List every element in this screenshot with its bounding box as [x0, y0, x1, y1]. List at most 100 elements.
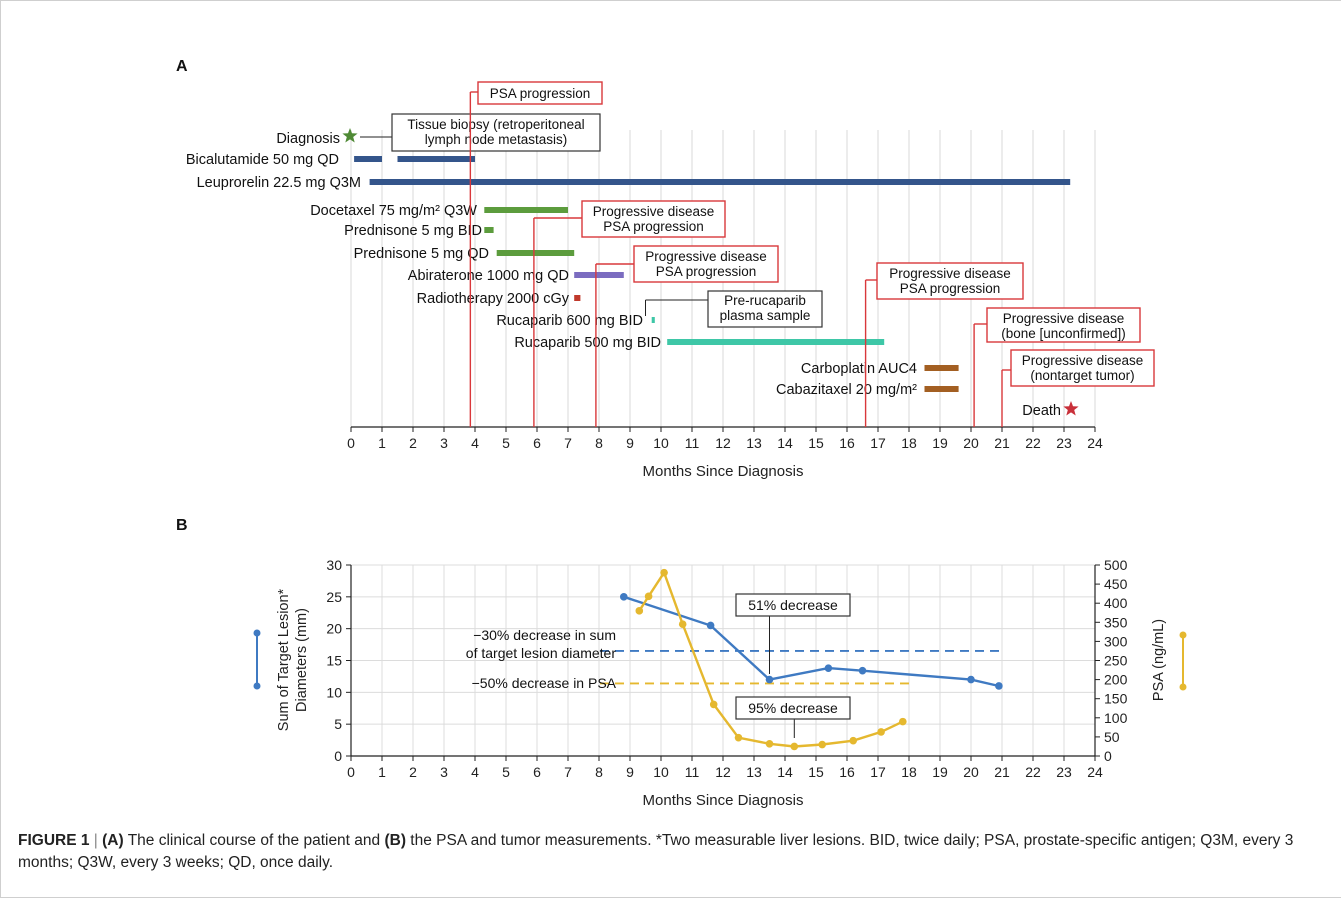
threshold-label-psa: −50% decrease in PSA — [472, 675, 617, 691]
annotation-95-text: 95% decrease — [748, 700, 838, 716]
psa-point — [765, 739, 774, 748]
x-tick-label-a: 9 — [626, 435, 634, 451]
x-tick-label-b: 9 — [626, 764, 634, 780]
x-tick-label-b: 5 — [502, 764, 510, 780]
y-axis-title-right: PSA (ng/mL) — [1151, 619, 1167, 701]
tumor-point — [824, 664, 833, 672]
tumor-point — [995, 682, 1003, 690]
treatment-label: Prednisone 5 mg QD — [354, 246, 489, 262]
biopsy-callout-text: Tissue biopsy (retroperitoneal — [407, 117, 584, 132]
caption-a-label: (A) — [102, 832, 124, 849]
x-tick-label-b: 8 — [595, 764, 603, 780]
threshold-label-tumor: −30% decrease in sum — [473, 627, 616, 643]
x-tick-label-b: 0 — [347, 764, 355, 780]
y-tick-label-left: 30 — [326, 557, 342, 573]
x-tick-label-a: 22 — [1025, 435, 1041, 451]
psa-point — [790, 742, 799, 751]
panel-a-label: A — [176, 58, 188, 75]
legend-key-psa-dot — [1179, 631, 1187, 639]
x-tick-label-b: 13 — [746, 764, 762, 780]
x-tick-label-a: 20 — [963, 435, 979, 451]
panel-b-label: B — [176, 517, 188, 534]
x-tick-label-a: 18 — [901, 435, 917, 451]
x-tick-label-b: 6 — [533, 764, 541, 780]
treatment-label: Prednisone 5 mg BID — [344, 223, 482, 239]
x-tick-label-a: 19 — [932, 435, 948, 451]
x-axis-title-a: Months Since Diagnosis — [643, 463, 804, 480]
x-tick-label-b: 24 — [1087, 764, 1103, 780]
x-tick-label-a: 0 — [347, 435, 355, 451]
event-callout-text: PSA progression — [900, 281, 1001, 296]
legend-key-tumor-dot — [253, 682, 261, 690]
threshold-label-tumor: of target lesion diameter — [466, 645, 617, 661]
x-tick-label-a: 5 — [502, 435, 510, 451]
x-tick-label-a: 11 — [685, 435, 700, 451]
event-callout-text: Progressive disease — [1022, 353, 1144, 368]
x-tick-label-b: 22 — [1025, 764, 1041, 780]
plasma-callout-box — [707, 290, 823, 328]
caption-separator: | — [93, 832, 98, 849]
y-tick-label-right: 500 — [1104, 557, 1128, 573]
psa-point — [709, 700, 718, 709]
x-tick-label-b: 11 — [685, 764, 700, 780]
x-tick-label-a: 23 — [1056, 435, 1072, 451]
death-star-icon — [1063, 401, 1079, 416]
psa-series-line — [638, 569, 904, 748]
x-tick-label-a: 15 — [808, 435, 824, 451]
x-tick-label-a: 4 — [471, 435, 479, 451]
event-callout-text: (bone [unconfirmed]) — [1001, 326, 1126, 341]
y-tick-label-right: 50 — [1104, 729, 1120, 745]
x-tick-label-a: 3 — [440, 435, 448, 451]
treatment-label: Rucaparib 500 mg BID — [514, 335, 661, 351]
x-tick-label-a: 14 — [777, 435, 793, 451]
y-tick-label-left: 0 — [334, 748, 342, 764]
event-callout-box — [986, 307, 1141, 343]
biopsy-callout-box — [391, 113, 601, 152]
x-tick-label-b: 3 — [440, 764, 448, 780]
legend-key-psa-dot — [1179, 683, 1187, 691]
psa-point — [818, 740, 826, 749]
x-tick-label-a: 12 — [715, 435, 731, 451]
x-tick-label-b: 7 — [564, 764, 572, 780]
x-tick-label-b: 16 — [839, 764, 855, 780]
caption-figure-number: FIGURE 1 — [18, 832, 90, 849]
caption-a-text: The clinical course of the patient and — [123, 832, 385, 849]
x-tick-label-a: 2 — [409, 435, 417, 451]
diagnosis-star-icon — [342, 128, 358, 143]
event-callout-text: (nontarget tumor) — [1030, 368, 1134, 383]
x-tick-label-b: 12 — [715, 764, 731, 780]
treatment-label: Docetaxel 75 mg/m² Q3W — [310, 203, 477, 219]
psa-point — [678, 620, 687, 629]
x-tick-label-b: 14 — [777, 764, 793, 780]
x-tick-label-b: 2 — [409, 764, 417, 780]
y-tick-label-right: 100 — [1104, 710, 1128, 726]
tumor-point — [620, 593, 628, 601]
y-tick-label-right: 250 — [1104, 653, 1128, 669]
psa-point — [635, 607, 644, 615]
event-callout-box — [876, 262, 1024, 300]
treatment-label: Abiraterone 1000 mg QD — [408, 268, 569, 284]
tumor-point — [765, 675, 774, 684]
x-tick-label-b: 4 — [471, 764, 479, 780]
tumor-point — [858, 666, 867, 675]
caption-b-label: (B) — [384, 832, 406, 849]
psa-point — [877, 728, 885, 736]
y-tick-label-left: 20 — [326, 621, 342, 637]
plasma-callout-text: Pre-rucaparib — [724, 293, 806, 308]
y-tick-label-right: 400 — [1104, 595, 1128, 611]
y-tick-label-left: 10 — [326, 684, 342, 700]
treatment-label: Rucaparib 600 mg BID — [496, 313, 643, 329]
event-callout-text: Progressive disease — [645, 249, 767, 264]
treatment-label: Bicalutamide 50 mg QD — [186, 152, 339, 168]
psa-point — [644, 592, 653, 601]
x-tick-label-a: 10 — [653, 435, 669, 451]
x-tick-label-b: 17 — [870, 764, 886, 780]
x-tick-label-b: 19 — [932, 764, 948, 780]
event-callout-box — [1010, 349, 1155, 387]
event-callout-text: Progressive disease — [889, 266, 1011, 281]
death-label: Death — [1022, 403, 1061, 419]
panel-b-line-chart: 0 1 2 3 4 5 6 7 8 9 10 11 12 13 14 15 16 17 18 19 20 21 22 23 24… — [253, 557, 1187, 809]
y-tick-label-left: 15 — [326, 653, 342, 669]
annotation-95-box — [735, 696, 851, 720]
